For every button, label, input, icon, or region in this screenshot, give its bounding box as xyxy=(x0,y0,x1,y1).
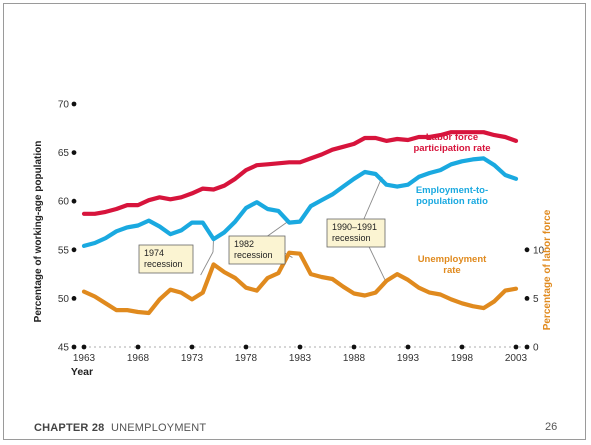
x-tick-label: 1973 xyxy=(181,353,204,364)
annotation-text: recession xyxy=(332,233,371,243)
y-left-tick-label: 60 xyxy=(58,197,70,208)
annotation-text: 1990–1991 xyxy=(332,222,377,232)
series-label-participation: Labor force xyxy=(426,132,478,143)
x-tick-dot xyxy=(351,344,357,350)
y-right-tick-label: 0 xyxy=(533,343,539,354)
y-left-tick-label: 50 xyxy=(58,294,70,305)
chapter-title: UNEMPLOYMENT xyxy=(110,422,207,434)
y-right-axis-label: Percentage of labor force xyxy=(542,209,553,330)
annotation-text: 1982 xyxy=(234,239,254,249)
annotation-text: recession xyxy=(144,259,183,269)
series-label-unemployment: Unemployment xyxy=(418,254,487,265)
x-tick-dot xyxy=(297,344,303,350)
y-left-tick-label: 70 xyxy=(58,100,70,111)
y-left-tick-label: 55 xyxy=(58,245,70,256)
y-right-tick-dot xyxy=(524,296,530,301)
annotation-leader-line xyxy=(200,251,214,276)
x-tick-label: 2003 xyxy=(505,353,528,364)
y-left-tick-label: 65 xyxy=(58,148,70,159)
x-tick-dot xyxy=(459,344,465,350)
series-label-unemployment: rate xyxy=(443,265,460,276)
y-left-axis-label: Percentage of working-age population xyxy=(33,141,44,323)
annotation-text: recession xyxy=(234,250,273,260)
x-tick-dot xyxy=(81,344,87,350)
x-tick-dot xyxy=(135,344,141,350)
x-tick-dot xyxy=(189,344,195,350)
series-line-participation xyxy=(81,130,519,216)
y-right-tick-dot xyxy=(524,247,530,253)
annotation-box xyxy=(138,244,194,274)
y-left-tick-dot xyxy=(71,101,77,107)
x-tick-label: 1983 xyxy=(289,353,312,364)
page-number: 26 xyxy=(545,421,558,433)
series-line-employment xyxy=(81,156,519,248)
y-right-tick-label: 5 xyxy=(533,294,539,305)
series-line-unemployment xyxy=(81,250,519,316)
series-label-employment: Employment-to- xyxy=(416,185,488,196)
x-axis-label: Year xyxy=(71,366,93,378)
series-label-employment: population ratio xyxy=(416,196,488,207)
y-left-tick-dot xyxy=(71,344,77,350)
y-left-tick-dot xyxy=(71,198,77,204)
x-tick-dot xyxy=(513,344,519,350)
x-tick-label: 1978 xyxy=(235,353,258,364)
x-tick-dot xyxy=(243,344,249,350)
y-left-tick-dot xyxy=(71,150,77,156)
y-left-tick-dot xyxy=(71,247,77,253)
annotation-text: 1974 xyxy=(144,248,164,258)
x-tick-label: 1988 xyxy=(343,353,366,364)
y-right-tick-label: 10 xyxy=(533,245,545,256)
series-label-participation: participation rate xyxy=(413,143,490,154)
x-tick-label: 1993 xyxy=(397,353,420,364)
y-left-tick-dot xyxy=(71,296,77,301)
y-left-tick-label: 45 xyxy=(58,343,70,354)
x-tick-label: 1998 xyxy=(451,353,474,364)
x-tick-label: 1963 xyxy=(73,353,96,364)
y-right-tick-dot xyxy=(524,344,530,350)
annotation-box xyxy=(228,235,286,265)
annotation-box xyxy=(326,218,386,248)
chapter-label: CHAPTER 28 xyxy=(34,422,105,434)
slide-footer-chapter: CHAPTER 28 UNEMPLOYMENT xyxy=(34,422,206,434)
x-tick-dot xyxy=(405,344,411,350)
x-tick-label: 1968 xyxy=(127,353,150,364)
